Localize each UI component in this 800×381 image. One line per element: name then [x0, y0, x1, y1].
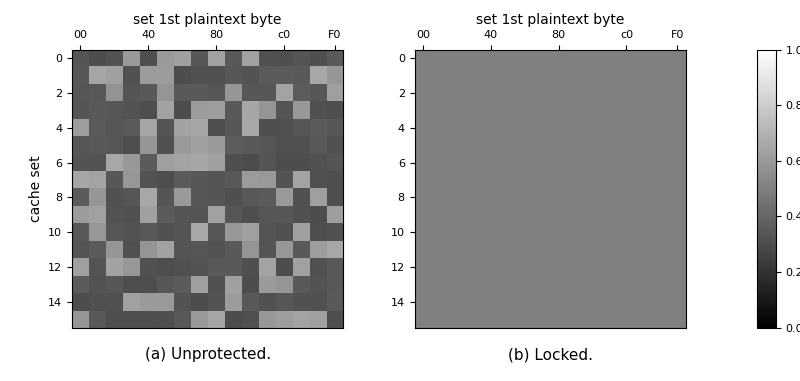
Text: (b) Locked.: (b) Locked.	[508, 347, 593, 362]
Title: set 1st plaintext byte: set 1st plaintext byte	[476, 13, 624, 27]
Text: (a) Unprotected.: (a) Unprotected.	[145, 347, 270, 362]
Y-axis label: cache set: cache set	[29, 155, 42, 222]
Title: set 1st plaintext byte: set 1st plaintext byte	[134, 13, 282, 27]
